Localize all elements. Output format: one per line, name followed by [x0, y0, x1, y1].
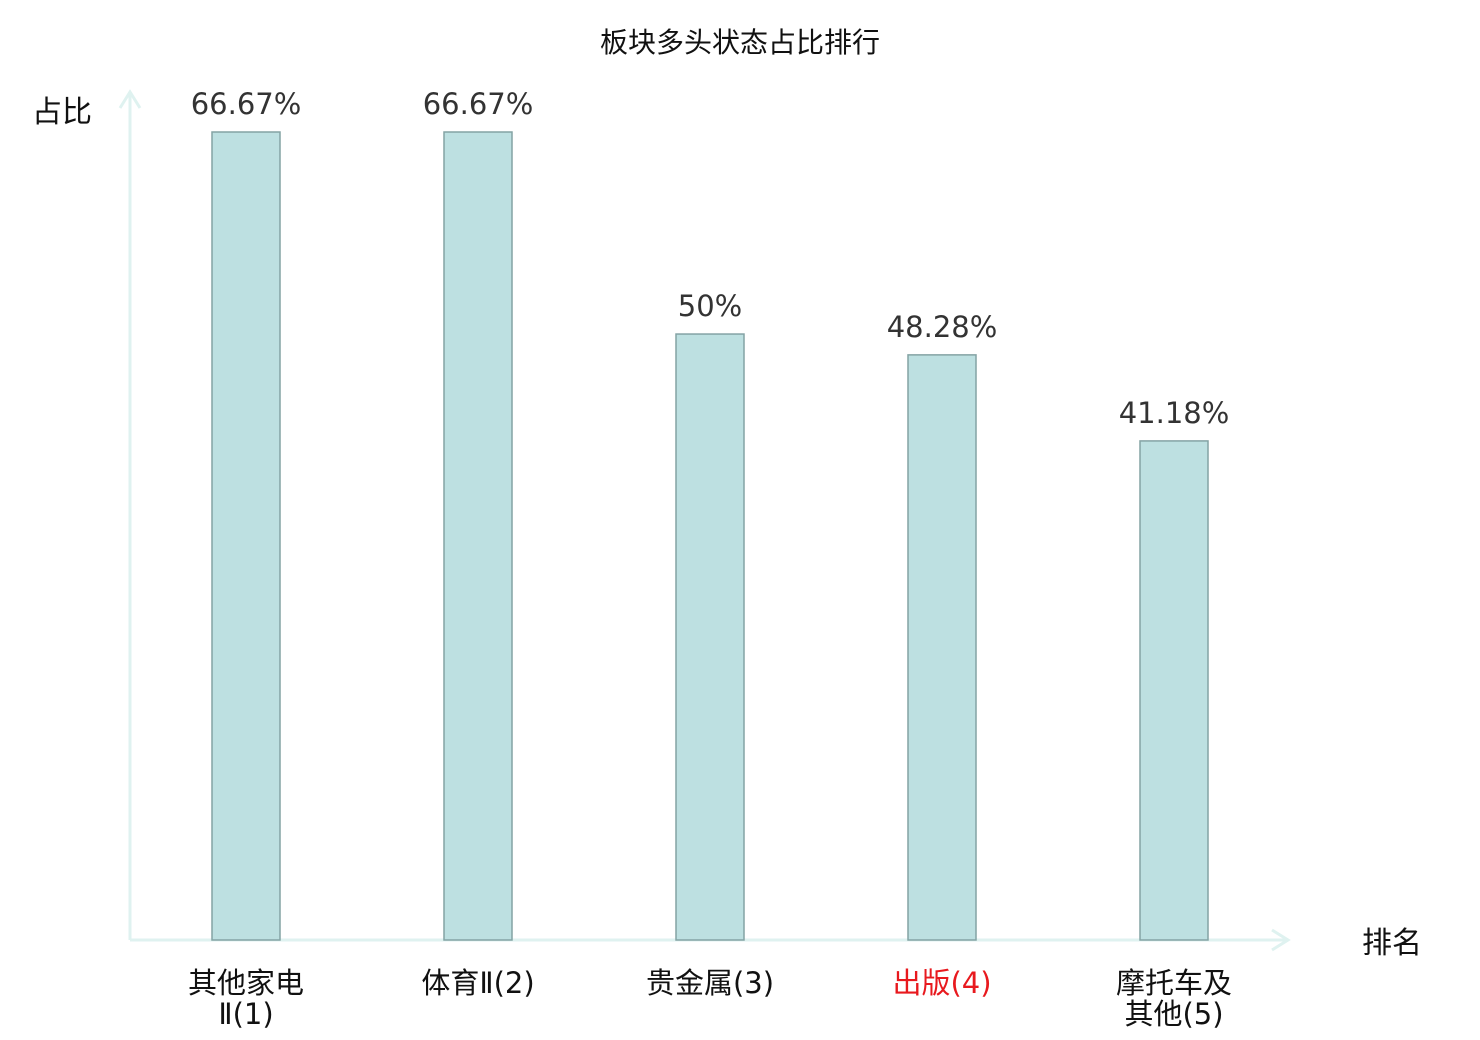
- value-labels-group: 66.67% 66.67% 50% 48.28% 41.18%: [191, 87, 1230, 430]
- y-axis-arrow: [118, 89, 142, 109]
- value-label-5: 41.18%: [1119, 396, 1230, 430]
- x-axis-label: 排名: [1362, 926, 1422, 961]
- bar-3: [675, 333, 745, 941]
- bar-4: [907, 354, 977, 941]
- bar-5: [1139, 440, 1209, 941]
- bar-2: [443, 131, 513, 941]
- value-label-1: 66.67%: [191, 87, 302, 121]
- bar-1: [211, 131, 281, 941]
- category-label-3: 贵金属(3): [646, 966, 774, 1000]
- chart-title: 板块多头状态占比排行: [600, 26, 880, 59]
- bars-group: [211, 131, 1209, 941]
- category-label-4: 出版(4): [892, 966, 991, 1000]
- category-label-5-line-1: 摩托车及: [1116, 966, 1232, 1000]
- y-axis-label: 占比: [32, 95, 92, 130]
- category-label-1-line-2: Ⅱ(1): [218, 997, 273, 1031]
- value-label-2: 66.67%: [423, 87, 534, 121]
- category-label-2: 体育Ⅱ(2): [421, 966, 534, 1000]
- category-label-5-line-2: 其他(5): [1124, 997, 1223, 1031]
- category-label-1-line-1: 其他家电: [188, 966, 304, 1000]
- value-label-3: 50%: [678, 289, 742, 323]
- x-axis-arrow: [1271, 928, 1291, 952]
- value-label-4: 48.28%: [887, 310, 998, 344]
